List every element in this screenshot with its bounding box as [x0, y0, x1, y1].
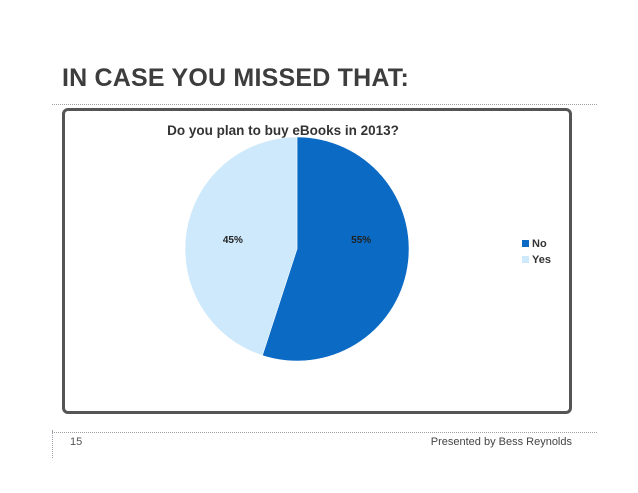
footer-vertical-divider [52, 430, 53, 458]
pie-data-labels: 55% 45% [223, 235, 371, 246]
title-divider [52, 104, 597, 105]
pie-slices [184, 136, 410, 362]
legend-label-no: No [532, 238, 547, 250]
pie-slice-no [262, 136, 410, 362]
slide-title: IN CASE YOU MISSED THAT: [62, 64, 409, 92]
data-label-no: 55% [351, 235, 371, 246]
chart-title: Do you plan to buy eBooks in 2013? [167, 123, 399, 138]
legend-swatch-yes [522, 256, 529, 263]
chart-legend: No Yes [522, 238, 551, 266]
page-number: 15 [70, 436, 83, 448]
footer-divider [52, 432, 597, 433]
footer-credit: Presented by Bess Reynolds [430, 436, 572, 448]
chart-frame: Do you plan to buy eBooks in 2013? 55% 45… [62, 108, 572, 414]
pie-slice-yes [184, 136, 298, 356]
legend-label-yes: Yes [532, 254, 551, 266]
data-label-yes: 45% [223, 235, 243, 246]
legend-swatch-no [522, 240, 529, 247]
pie-chart: Do you plan to buy eBooks in 2013? 55% 45… [167, 123, 551, 362]
